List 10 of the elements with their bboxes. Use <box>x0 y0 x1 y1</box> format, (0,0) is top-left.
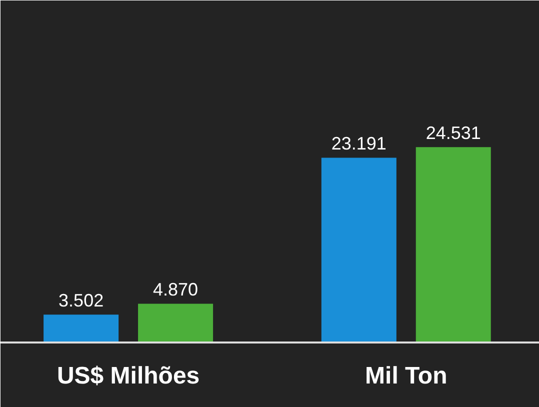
data-label: 3.502 <box>58 290 104 311</box>
bar <box>416 147 491 342</box>
bar <box>44 314 119 342</box>
data-label: 4.870 <box>153 280 198 300</box>
x-tick-label: US$ Milhões <box>56 362 200 390</box>
x-tick-label: Mil Ton <box>365 362 448 390</box>
data-label: 24.531 <box>426 123 481 144</box>
data-label: 23.191 <box>331 134 386 154</box>
bar <box>321 158 396 342</box>
bar <box>138 304 214 342</box>
